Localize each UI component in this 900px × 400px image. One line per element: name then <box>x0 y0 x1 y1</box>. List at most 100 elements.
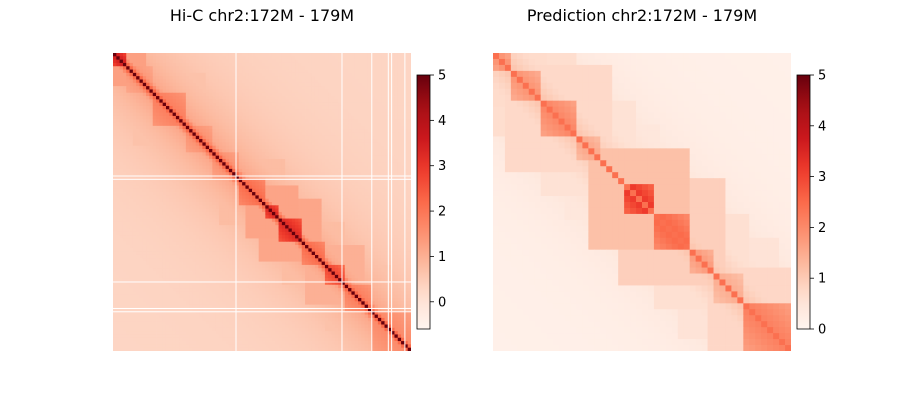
heatmap-cell <box>169 165 173 170</box>
heatmap-cell <box>238 56 243 61</box>
heatmap-cell <box>381 172 385 176</box>
heatmap-cell <box>228 158 233 163</box>
heatmap-cell <box>252 231 256 236</box>
heatmap-cell <box>401 198 405 203</box>
heatmap-cell <box>116 69 121 74</box>
heatmap-cell <box>285 211 289 216</box>
heatmap-cell <box>367 86 372 90</box>
heatmap-cell <box>331 92 336 97</box>
heatmap-cell <box>407 152 411 157</box>
heatmap-cell <box>308 218 313 223</box>
heatmap-cell <box>159 198 164 203</box>
heatmap-cell <box>122 79 127 84</box>
heatmap-cell <box>209 231 213 236</box>
heatmap-cell <box>245 105 250 110</box>
heatmap-cell <box>189 135 193 140</box>
heatmap-cell <box>122 53 127 57</box>
heatmap-cell <box>225 132 230 137</box>
heatmap-cell <box>212 188 217 193</box>
heatmap-cell <box>202 165 207 170</box>
heatmap-cell <box>139 165 144 170</box>
heatmap-cell <box>159 188 164 193</box>
heatmap-cell <box>374 59 379 64</box>
heatmap-cell <box>156 152 160 157</box>
heatmap-cell <box>139 66 144 70</box>
heatmap-cell <box>255 158 260 163</box>
heatmap-cell <box>311 89 316 94</box>
heatmap-cell <box>142 99 147 104</box>
heatmap-cell <box>351 115 356 120</box>
heatmap-cell <box>245 145 250 150</box>
heatmap-cell <box>228 59 233 64</box>
heatmap-cell <box>185 72 190 77</box>
heatmap-cell <box>255 53 260 57</box>
heatmap-cell <box>407 142 411 147</box>
heatmap-cell <box>344 62 349 67</box>
heatmap-cell <box>278 69 283 74</box>
heatmap-cell <box>318 79 322 84</box>
heatmap-cell <box>165 96 170 100</box>
heatmap-cell <box>255 168 260 173</box>
heatmap-cell <box>298 155 303 160</box>
heatmap-cell <box>129 192 134 196</box>
heatmap-cell <box>407 105 411 110</box>
heatmap-cell <box>175 112 180 117</box>
heatmap-cell <box>189 69 193 74</box>
heatmap-cell <box>149 142 154 147</box>
heatmap-cell <box>146 132 150 137</box>
heatmap-cell <box>275 221 279 226</box>
heatmap-cell <box>189 53 193 57</box>
heatmap-cell <box>305 165 309 170</box>
heatmap-cell <box>113 72 117 77</box>
heatmap-cell <box>255 79 260 84</box>
heatmap-cell <box>218 132 223 137</box>
heatmap-cell <box>152 62 157 67</box>
heatmap-cell <box>285 89 289 94</box>
heatmap-cell <box>162 192 167 196</box>
heatmap-cell <box>258 66 263 70</box>
heatmap-cell <box>318 112 322 117</box>
heatmap-cell <box>351 165 356 170</box>
heatmap-cell <box>331 172 336 176</box>
heatmap-cell <box>314 109 319 113</box>
heatmap-cell <box>404 202 409 206</box>
heatmap-cell <box>149 53 154 57</box>
heatmap-cell <box>142 149 147 153</box>
heatmap-cell <box>235 208 240 213</box>
heatmap-cell <box>116 82 121 87</box>
heatmap-cell <box>364 135 369 140</box>
heatmap-cell <box>242 89 246 94</box>
heatmap-cell <box>113 152 117 157</box>
heatmap-cell <box>298 86 303 90</box>
heatmap-cell <box>285 178 289 183</box>
heatmap-cell <box>189 175 193 180</box>
heatmap-cell <box>175 192 180 196</box>
heatmap-cell <box>364 188 369 193</box>
heatmap-cell <box>215 86 220 90</box>
heatmap-cell <box>169 79 173 84</box>
heatmap-cell <box>394 86 399 90</box>
heatmap-cell <box>205 218 210 223</box>
heatmap-cell <box>165 79 170 84</box>
heatmap-cell <box>205 215 210 219</box>
heatmap-cell <box>331 211 336 216</box>
heatmap-cell <box>156 59 160 64</box>
heatmap-cell <box>152 76 157 80</box>
heatmap-cell <box>361 178 366 183</box>
heatmap-cell <box>202 152 207 157</box>
heatmap-cell <box>265 72 270 77</box>
heatmap-cell <box>351 102 356 107</box>
heatmap-cell <box>228 102 233 107</box>
heatmap-cell <box>192 59 197 64</box>
heatmap-cell <box>182 178 187 183</box>
heatmap-cell <box>295 99 299 104</box>
heatmap-cell <box>252 92 256 97</box>
heatmap-cell <box>192 72 197 77</box>
heatmap-cell <box>212 178 217 183</box>
heatmap-cell <box>228 92 233 97</box>
heatmap-cell <box>281 59 286 64</box>
heatmap-cell <box>199 69 203 74</box>
heatmap-cell <box>288 162 293 166</box>
heatmap-cell <box>391 178 395 183</box>
heatmap-cell <box>281 115 286 120</box>
